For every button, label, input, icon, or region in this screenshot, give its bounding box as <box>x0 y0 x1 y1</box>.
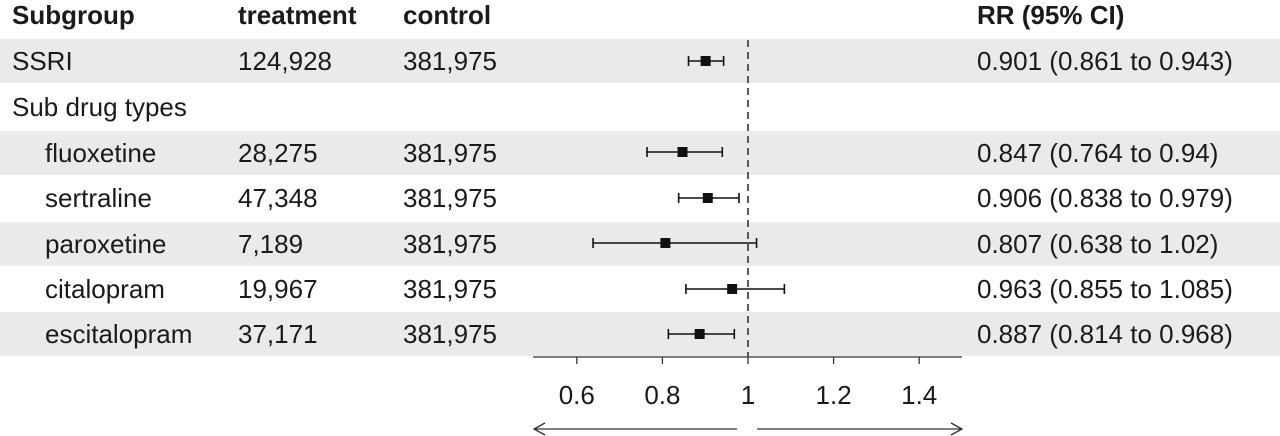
row-label: escitalopram <box>45 319 193 349</box>
table-row-fluoxetine: fluoxetine 28,275 381,975 0.847 (0.764 t… <box>0 131 1280 175</box>
table-row-ssri: SSRI 124,928 381,975 0.901 (0.861 to 0.9… <box>0 39 1280 83</box>
row-treatment: 47,348 <box>238 183 318 213</box>
table-row-escitalopram: escitalopram 37,171 381,975 0.887 (0.814… <box>0 312 1280 356</box>
point-estimate <box>694 329 705 339</box>
forest-point-ssri <box>687 56 725 66</box>
header-subgroup: Subgroup <box>12 0 135 30</box>
header-rr-ci: RR (95% CI) <box>977 0 1125 30</box>
header-treatment: treatment <box>238 0 357 30</box>
forest-point-paroxetine <box>592 238 758 248</box>
header-control: control <box>403 0 492 30</box>
row-rr-ci: 0.807 (0.638 to 1.02) <box>977 229 1219 259</box>
forest-point-fluoxetine <box>646 147 724 157</box>
direction-arrows <box>532 422 964 436</box>
row-treatment: 19,967 <box>238 274 318 304</box>
row-control: 381,975 <box>403 46 497 76</box>
point-estimate <box>677 147 688 157</box>
row-control: 381,975 <box>403 229 497 259</box>
row-rr-ci: 0.847 (0.764 to 0.94) <box>977 138 1219 168</box>
x-tick-label: 0.6 <box>559 380 595 410</box>
forest-points <box>592 56 786 339</box>
row-treatment: 124,928 <box>238 46 332 76</box>
row-control: 381,975 <box>403 274 497 304</box>
row-label: sertraline <box>45 183 152 213</box>
row-rr-ci: 0.887 (0.814 to 0.968) <box>977 319 1233 349</box>
row-label: paroxetine <box>45 229 167 259</box>
row-rr-ci: 0.901 (0.861 to 0.943) <box>977 46 1233 76</box>
point-estimate <box>660 238 671 248</box>
row-label: citalopram <box>45 274 165 304</box>
row-label: fluoxetine <box>45 138 157 168</box>
table-row-sub-drug-types: Sub drug types <box>0 85 1280 129</box>
row-rr-ci: 0.963 (0.855 to 1.085) <box>977 274 1233 304</box>
row-control: 381,975 <box>403 183 497 213</box>
row-label: SSRI <box>12 46 73 76</box>
row-control: 381,975 <box>403 138 497 168</box>
table-row-sertraline: sertraline 47,348 381,975 0.906 (0.838 t… <box>0 176 1280 220</box>
forest-point-escitalopram <box>667 329 736 339</box>
x-tick-label: 1.4 <box>901 380 937 410</box>
table-row-paroxetine: paroxetine 7,189 381,975 0.807 (0.638 to… <box>0 222 1280 266</box>
table-row-citalopram: citalopram 19,967 381,975 0.963 (0.855 t… <box>0 267 1280 311</box>
x-axis-ticks: 0.6 0.8 1 1.2 1.4 <box>559 357 937 410</box>
forest-point-citalopram <box>685 284 786 294</box>
x-tick-label: 1 <box>741 380 755 410</box>
row-label: Sub drug types <box>12 92 187 122</box>
x-tick-label: 1.2 <box>816 380 852 410</box>
row-control: 381,975 <box>403 319 497 349</box>
point-estimate <box>700 56 711 66</box>
row-treatment: 37,171 <box>238 319 318 349</box>
row-treatment: 28,275 <box>238 138 318 168</box>
row-rr-ci: 0.906 (0.838 to 0.979) <box>977 183 1233 213</box>
row-treatment: 7,189 <box>238 229 304 259</box>
point-estimate <box>727 284 738 294</box>
forest-point-sertraline <box>677 193 740 203</box>
x-tick-label: 0.8 <box>644 380 680 410</box>
point-estimate <box>702 193 713 203</box>
